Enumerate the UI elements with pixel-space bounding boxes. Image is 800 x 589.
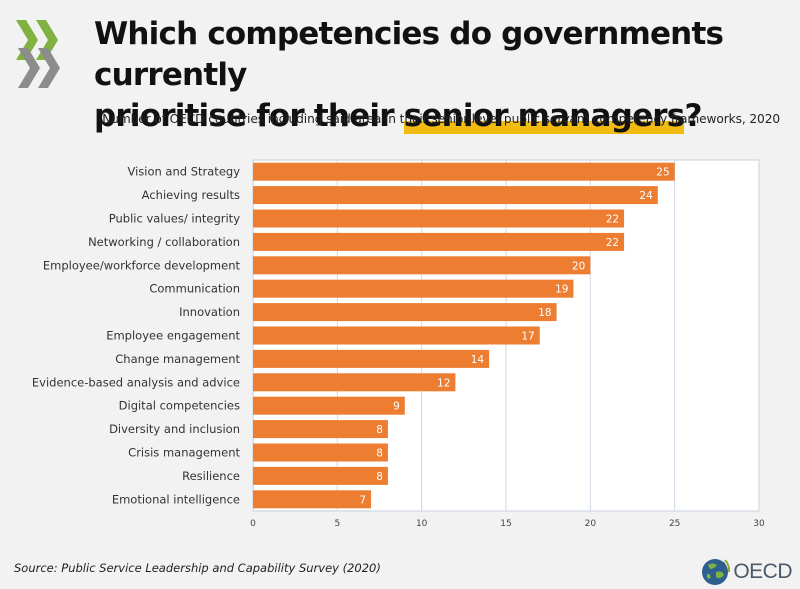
- category-label: Employee/workforce development: [43, 258, 241, 272]
- bar: [253, 420, 388, 439]
- bar-value-label: 7: [359, 494, 366, 506]
- category-label: Emotional intelligence: [112, 492, 240, 506]
- bar: [253, 373, 456, 392]
- category-label: Diversity and inclusion: [109, 422, 240, 436]
- category-label: Resilience: [182, 469, 240, 483]
- x-tick-label: 0: [250, 519, 256, 529]
- bar: [253, 232, 625, 251]
- category-label: Employee engagement: [106, 329, 240, 343]
- bar-value-label: 8: [376, 424, 383, 436]
- title-line-2-end: ?: [684, 98, 702, 134]
- category-label: Innovation: [179, 305, 240, 319]
- bar-value-label: 22: [606, 214, 619, 226]
- category-label: Crisis management: [128, 446, 240, 460]
- bar-value-label: 17: [521, 331, 534, 343]
- bar-value-label: 12: [437, 377, 450, 389]
- category-label: Vision and Strategy: [127, 165, 240, 179]
- category-label: Evidence-based analysis and advice: [32, 375, 240, 389]
- bar: [253, 490, 372, 509]
- bar-value-label: 18: [538, 307, 551, 319]
- bar: [253, 256, 591, 275]
- category-label: Networking / collaboration: [88, 235, 240, 249]
- bar-value-label: 8: [376, 448, 383, 460]
- oecd-chevrons-logo: [16, 20, 60, 88]
- bar: [253, 443, 388, 462]
- oecd-logo: OECD: [699, 556, 792, 588]
- x-tick-label: 25: [669, 519, 680, 529]
- bar: [253, 326, 540, 345]
- bar-value-label: 9: [393, 401, 400, 413]
- category-label: Achieving results: [142, 188, 240, 202]
- chart-subtitle: Number of OECD countries including said …: [102, 112, 780, 126]
- x-tick-label: 30: [753, 519, 765, 529]
- bar: [253, 279, 574, 298]
- bar: [253, 349, 490, 368]
- bar-value-label: 14: [471, 354, 485, 366]
- x-tick-label: 10: [416, 519, 428, 529]
- page-title: Which competencies do governments curren…: [94, 14, 794, 137]
- bar: [253, 466, 388, 485]
- globe-icon: [702, 559, 731, 585]
- title-highlight: senior managers: [403, 98, 685, 134]
- bar-value-label: 22: [606, 237, 619, 249]
- title-line-2-start: prioritise for their: [94, 98, 404, 134]
- bar: [253, 396, 405, 415]
- bar-value-label: 20: [572, 260, 585, 272]
- x-tick-label: 15: [500, 519, 511, 529]
- bar: [253, 209, 625, 228]
- category-label: Public values/ integrity: [109, 212, 240, 226]
- category-label: Digital competencies: [119, 399, 240, 413]
- oecd-logo-text: OECD: [733, 560, 792, 583]
- x-tick-label: 20: [585, 519, 597, 529]
- bar: [253, 186, 658, 205]
- source-note: Source: Public Service Leadership and Ca…: [14, 561, 381, 575]
- bar-value-label: 25: [656, 167, 669, 179]
- title-line-1: Which competencies do governments curren…: [94, 16, 724, 93]
- bar-value-label: 24: [639, 190, 653, 202]
- bar-value-label: 8: [376, 471, 383, 483]
- category-label: Change management: [115, 352, 240, 366]
- bar-value-label: 19: [555, 284, 568, 296]
- category-label: Communication: [149, 282, 240, 296]
- x-tick-label: 5: [334, 519, 340, 529]
- bar-chart: 0 5 10 15 20 25 30 25 Vision and Strategy 24 Achie…: [32, 159, 765, 529]
- bar: [253, 303, 557, 322]
- bar: [253, 162, 675, 181]
